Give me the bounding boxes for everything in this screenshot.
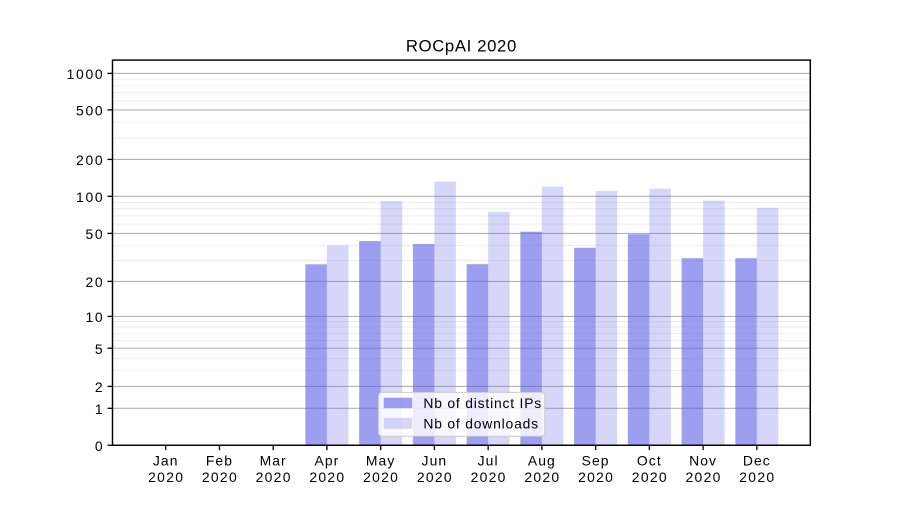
svg-text:Oct: Oct <box>637 452 662 468</box>
svg-text:2020: 2020 <box>578 469 614 485</box>
svg-text:ROCpAI 2020: ROCpAI 2020 <box>406 37 517 56</box>
svg-text:50: 50 <box>85 226 104 242</box>
svg-text:1: 1 <box>95 401 104 417</box>
svg-text:100: 100 <box>76 189 104 205</box>
svg-text:200: 200 <box>76 152 104 168</box>
svg-text:Dec: Dec <box>743 452 771 468</box>
svg-text:2020: 2020 <box>471 469 507 485</box>
svg-text:Jan: Jan <box>153 452 179 468</box>
svg-text:May: May <box>366 452 396 468</box>
svg-text:2020: 2020 <box>524 469 560 485</box>
svg-text:2020: 2020 <box>632 469 668 485</box>
svg-text:Apr: Apr <box>314 452 339 468</box>
svg-text:2020: 2020 <box>309 469 345 485</box>
svg-text:Aug: Aug <box>528 452 556 468</box>
svg-text:Nb of downloads: Nb of downloads <box>423 415 538 431</box>
svg-text:5: 5 <box>95 341 104 357</box>
svg-text:2020: 2020 <box>417 469 453 485</box>
svg-text:Nov: Nov <box>689 452 717 468</box>
svg-text:Jun: Jun <box>422 452 448 468</box>
svg-text:500: 500 <box>76 103 104 119</box>
svg-text:Feb: Feb <box>206 452 233 468</box>
svg-text:2: 2 <box>95 379 104 395</box>
svg-text:0: 0 <box>95 438 104 454</box>
svg-text:2020: 2020 <box>739 469 775 485</box>
svg-text:20: 20 <box>85 274 104 290</box>
svg-text:1000: 1000 <box>67 66 105 82</box>
svg-text:2020: 2020 <box>256 469 292 485</box>
svg-text:2020: 2020 <box>686 469 722 485</box>
svg-text:10: 10 <box>85 309 104 325</box>
svg-text:Sep: Sep <box>582 452 610 468</box>
svg-text:2020: 2020 <box>148 469 184 485</box>
svg-text:Mar: Mar <box>260 452 287 468</box>
svg-text:2020: 2020 <box>363 469 399 485</box>
svg-text:Nb of distinct IPs: Nb of distinct IPs <box>423 395 542 411</box>
svg-text:2020: 2020 <box>202 469 238 485</box>
svg-text:Jul: Jul <box>478 452 499 468</box>
